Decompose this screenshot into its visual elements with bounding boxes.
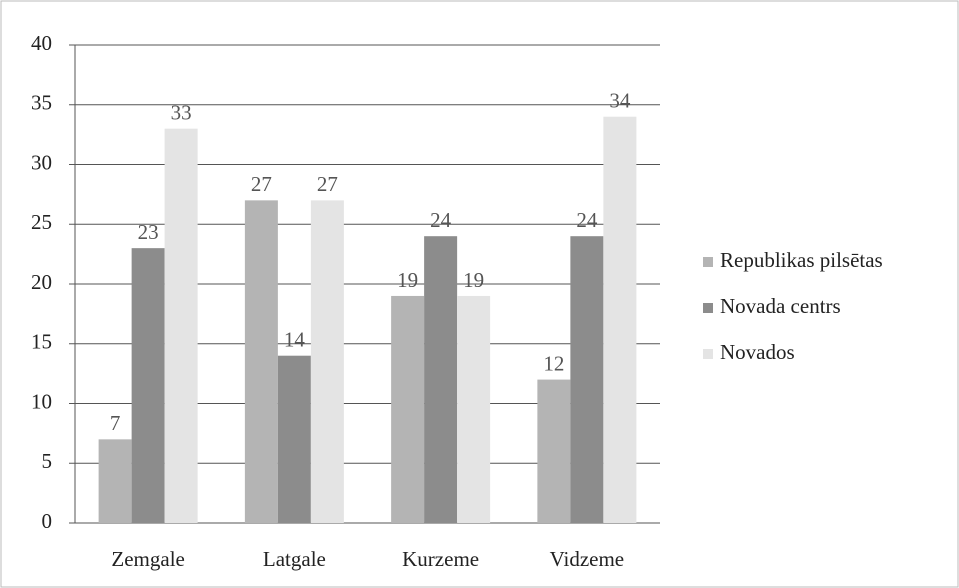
data-label: 23: [138, 220, 159, 244]
legend-label: Novada centrs: [720, 294, 841, 318]
bar: [457, 295, 491, 523]
y-tick-label: 10: [31, 389, 52, 413]
legend-label: Novados: [720, 340, 795, 364]
bar: [310, 200, 344, 523]
y-tick-label: 20: [31, 270, 52, 294]
y-tick-label: 35: [31, 91, 52, 115]
data-label: 27: [251, 172, 272, 196]
data-label: 27: [317, 172, 338, 196]
data-label: 14: [284, 328, 306, 352]
data-label: 33: [171, 100, 192, 124]
bar: [570, 236, 604, 523]
bar: [164, 128, 198, 523]
y-tick-label: 15: [31, 330, 52, 354]
bar: [424, 236, 458, 523]
x-tick-label: Latgale: [263, 547, 326, 571]
legend-swatch: [703, 303, 713, 313]
data-label: 24: [576, 208, 598, 232]
x-tick-label: Vidzeme: [550, 547, 625, 571]
bar: [277, 355, 311, 523]
bar: [603, 116, 637, 523]
data-label: 7: [110, 411, 121, 435]
bar: [537, 379, 571, 523]
data-label: 12: [543, 351, 564, 375]
x-tick-label: Zemgale: [111, 547, 184, 571]
legend-label: Republikas pilsētas: [720, 248, 883, 272]
y-tick-label: 30: [31, 150, 52, 174]
bar: [131, 248, 165, 523]
bar: [244, 200, 278, 523]
bar: [98, 439, 132, 523]
y-tick-label: 40: [31, 31, 52, 55]
y-tick-label: 5: [42, 449, 53, 473]
x-tick-label: Kurzeme: [402, 547, 479, 571]
legend-swatch: [703, 349, 713, 359]
y-tick-label: 0: [42, 509, 53, 533]
legend-swatch: [703, 257, 713, 267]
data-label: 24: [430, 208, 452, 232]
bar: [391, 295, 425, 523]
data-label: 19: [463, 268, 484, 292]
y-tick-label: 25: [31, 210, 52, 234]
data-label: 34: [609, 89, 631, 113]
data-label: 19: [397, 268, 418, 292]
